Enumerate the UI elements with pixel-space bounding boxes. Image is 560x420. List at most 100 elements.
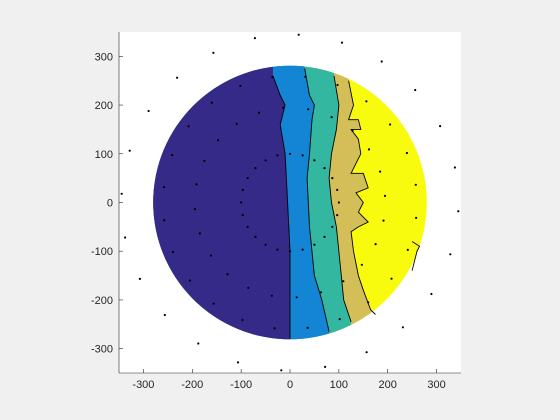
sample-point — [246, 177, 249, 180]
sample-point — [288, 152, 292, 155]
sample-point — [414, 183, 417, 186]
x-tick-label: -100 — [230, 379, 252, 391]
sample-point — [241, 214, 244, 217]
sample-point — [382, 219, 385, 222]
sample-point — [187, 125, 190, 128]
sample-point — [336, 214, 339, 217]
sample-point — [217, 139, 220, 142]
sample-point — [288, 250, 292, 253]
sample-point — [209, 254, 213, 257]
sample-point — [439, 125, 442, 128]
sample-point — [365, 100, 368, 103]
y-axis-ticks: -300 -200 -100 0 100 200 300 — [91, 51, 123, 356]
sample-point — [360, 263, 363, 266]
y-tick-label: 300 — [95, 51, 113, 63]
sample-point — [235, 122, 238, 125]
sample-point — [241, 318, 244, 322]
sample-point — [331, 225, 334, 228]
sample-point — [323, 167, 326, 170]
sample-point — [380, 60, 383, 63]
sample-point — [171, 154, 174, 157]
sample-point — [323, 235, 326, 238]
sample-point — [241, 188, 244, 191]
sample-point — [374, 243, 377, 246]
sample-point — [124, 236, 127, 239]
sample-point — [297, 33, 300, 36]
sample-point — [319, 291, 323, 294]
sample-point — [406, 248, 409, 251]
sample-point — [337, 201, 340, 204]
y-tick-label: -100 — [91, 246, 113, 258]
sample-point — [264, 243, 267, 246]
sample-point — [254, 235, 257, 238]
sample-point — [401, 326, 404, 329]
sample-point — [176, 76, 179, 79]
sample-point — [313, 243, 316, 246]
contour-lines — [272, 68, 421, 339]
sample-point — [414, 88, 417, 92]
axes: -300 -200 -100 0 100 200 300 -300 -200 -100 0 100 2… — [91, 32, 461, 391]
sample-point — [338, 318, 341, 321]
sample-point — [301, 248, 304, 251]
sample-point — [280, 369, 283, 372]
sample-point — [330, 116, 333, 119]
y-tick-label: -200 — [91, 295, 113, 307]
sample-point — [367, 148, 371, 151]
sample-point — [313, 159, 316, 162]
sample-point — [449, 253, 452, 256]
sample-point — [203, 159, 206, 162]
x-tick-label: 0 — [287, 379, 293, 391]
sample-point — [247, 286, 250, 289]
sample-point — [147, 109, 150, 113]
x-tick-label: 300 — [427, 379, 445, 391]
x-tick-label: 200 — [379, 379, 397, 391]
sample-point — [365, 351, 368, 354]
sample-point — [276, 154, 279, 157]
sample-point — [336, 188, 339, 191]
sample-point — [389, 123, 392, 126]
sample-point — [197, 342, 200, 345]
sample-point — [367, 301, 370, 304]
contour-line-2 — [304, 68, 330, 332]
region-level-1 — [153, 65, 290, 340]
sample-point — [246, 225, 249, 228]
sample-point — [172, 250, 175, 254]
sample-point — [276, 248, 279, 251]
sample-point — [336, 83, 339, 87]
sample-point — [188, 279, 191, 282]
sample-point — [390, 277, 393, 280]
x-tick-label: 100 — [330, 379, 348, 391]
sample-point — [415, 216, 418, 219]
contour-line-1 — [272, 75, 291, 339]
contour-line-5 — [411, 241, 421, 271]
contour-line-4 — [347, 80, 376, 315]
x-axis-ticks: -300 -200 -100 0 100 200 300 — [132, 369, 446, 391]
y-tick-label: 100 — [95, 149, 113, 161]
sample-point — [212, 302, 215, 305]
sample-point — [324, 365, 327, 368]
sample-point — [304, 75, 307, 78]
sample-point — [257, 111, 261, 114]
sample-point — [128, 149, 131, 152]
sample-point — [282, 106, 285, 109]
contour-regions — [153, 65, 427, 340]
y-tick-label: -300 — [91, 344, 113, 356]
contour-line-3 — [328, 75, 352, 323]
sample-point — [430, 292, 433, 296]
sample-point — [342, 280, 345, 283]
sample-point — [331, 177, 334, 180]
y-tick-label: 0 — [107, 198, 113, 210]
sample-point — [212, 51, 215, 54]
sample-point — [120, 192, 123, 195]
y-tick-label: 200 — [95, 100, 113, 112]
sample-point — [236, 361, 240, 364]
sample-point — [210, 101, 213, 104]
sample-point — [351, 129, 354, 132]
sample-points — [120, 33, 460, 372]
sample-point — [163, 313, 166, 317]
sample-point — [457, 210, 460, 213]
sample-point — [270, 294, 273, 297]
sample-point — [383, 194, 387, 197]
sample-point — [239, 84, 242, 87]
